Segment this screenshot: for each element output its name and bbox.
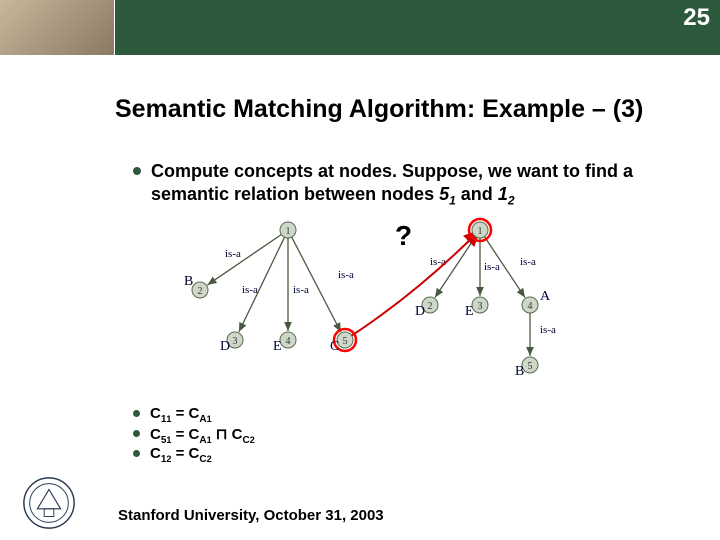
footer-text: Stanford University, October 31, 2003	[118, 507, 384, 524]
formula-3: C12 = CC2	[133, 445, 212, 465]
svg-text:3: 3	[233, 336, 238, 347]
svg-text:C: C	[477, 215, 486, 217]
svg-text:2: 2	[198, 286, 203, 297]
svg-text:is-a: is-a	[293, 284, 309, 296]
svg-text:B: B	[184, 274, 193, 289]
svg-text:E: E	[273, 339, 282, 354]
formula-text: C51 = CA1 ⊓ CC2	[150, 425, 255, 446]
diagram-area: is-ais-ais-ais-ais-ais-ais-ais-a1A2B3D4E…	[170, 215, 610, 390]
svg-text:A: A	[540, 289, 551, 304]
bullet-dot	[133, 430, 140, 437]
svg-text:is-a: is-a	[484, 261, 500, 273]
svg-text:2: 2	[428, 301, 433, 312]
bullet-main: Compute concepts at nodes. Suppose, we w…	[133, 160, 691, 210]
svg-text:A: A	[285, 215, 296, 217]
svg-text:E: E	[465, 304, 474, 319]
header-image	[0, 0, 115, 55]
formula-1: C11 = CA1	[133, 405, 212, 425]
svg-text:is-a: is-a	[540, 324, 556, 336]
bullet-text: Compute concepts at nodes. Suppose, we w…	[151, 160, 691, 210]
svg-text:4: 4	[528, 301, 533, 312]
formula-2: C51 = CA1 ⊓ CC2	[133, 425, 255, 446]
svg-text:5: 5	[528, 361, 533, 372]
svg-text:1: 1	[286, 226, 291, 237]
question-mark: ?	[395, 220, 412, 252]
svg-text:4: 4	[286, 336, 291, 347]
footer-seal	[20, 474, 78, 532]
page-number: 25	[683, 4, 710, 32]
bullet-dot	[133, 450, 140, 457]
formula-text: C12 = CC2	[150, 445, 212, 465]
svg-text:is-a: is-a	[430, 256, 446, 268]
svg-text:5: 5	[343, 336, 348, 347]
svg-text:1: 1	[478, 226, 483, 237]
formula-text: C11 = CA1	[150, 405, 212, 425]
svg-text:3: 3	[478, 301, 483, 312]
svg-text:D: D	[220, 339, 230, 354]
tree-diagram: is-ais-ais-ais-ais-ais-ais-ais-a1A2B3D4E…	[170, 215, 610, 390]
svg-text:B: B	[515, 364, 524, 379]
svg-text:is-a: is-a	[242, 284, 258, 296]
svg-text:is-a: is-a	[225, 248, 241, 260]
bullet-dot	[133, 410, 140, 417]
slide-title: Semantic Matching Algorithm: Example – (…	[115, 95, 643, 124]
header-bar: 25	[115, 0, 720, 55]
bullet-dot	[133, 167, 141, 175]
svg-text:is-a: is-a	[338, 269, 354, 281]
svg-text:is-a: is-a	[520, 256, 536, 268]
svg-text:D: D	[415, 304, 425, 319]
svg-text:C: C	[330, 339, 339, 354]
